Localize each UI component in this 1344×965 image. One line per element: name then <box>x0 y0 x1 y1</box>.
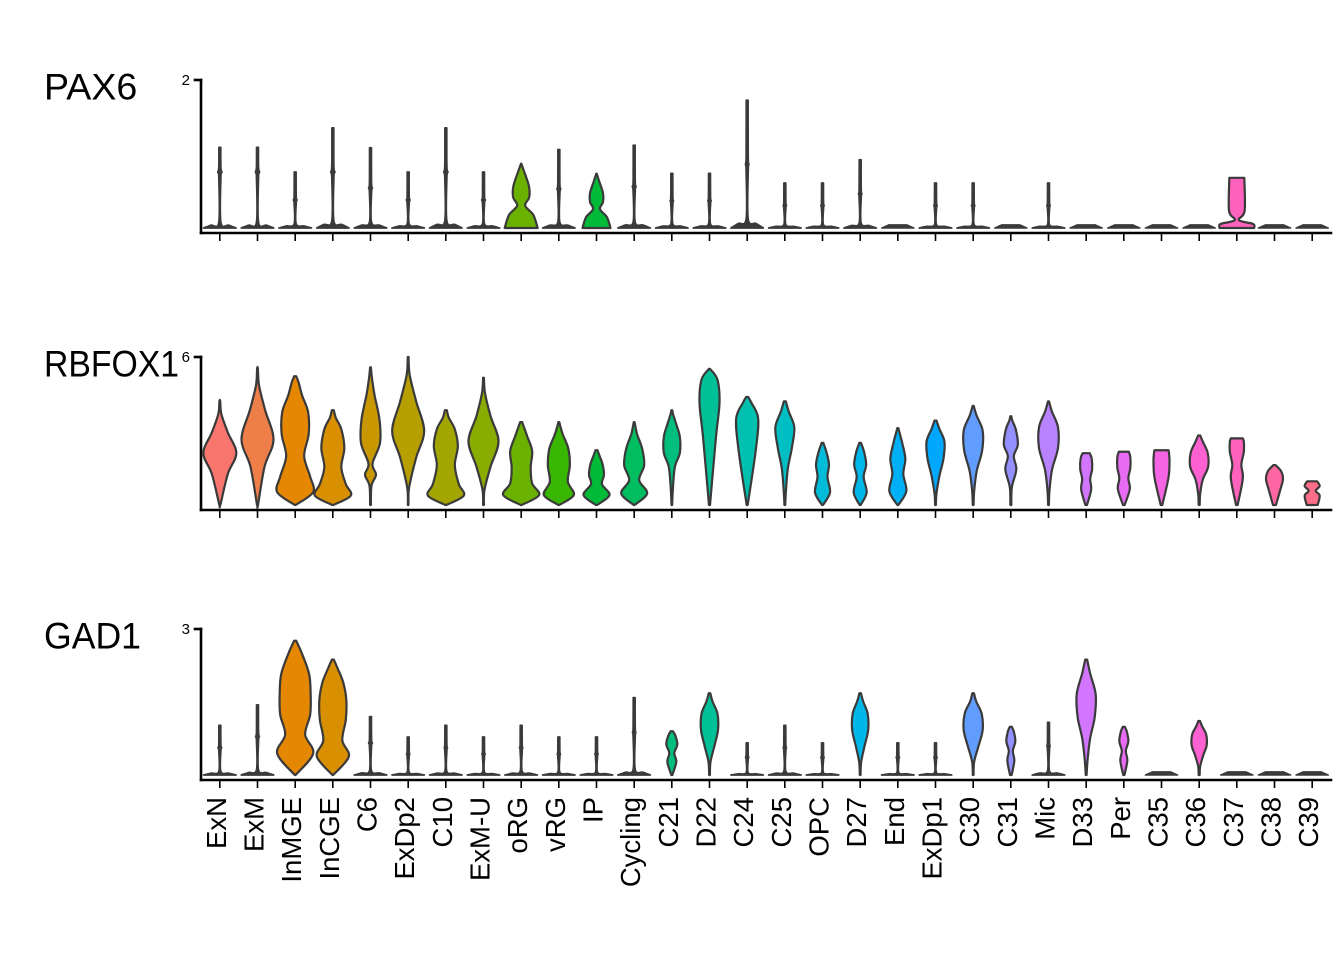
svg-text:C30: C30 <box>954 797 985 847</box>
svg-text:vRG: vRG <box>540 797 571 852</box>
svg-text:C36: C36 <box>1180 797 1211 847</box>
svg-text:C38: C38 <box>1256 797 1287 847</box>
svg-text:End: End <box>879 797 910 846</box>
svg-text:C25: C25 <box>766 797 797 847</box>
svg-text:C6: C6 <box>352 797 383 832</box>
svg-text:ExM: ExM <box>239 797 270 852</box>
svg-text:InCGE: InCGE <box>314 797 345 880</box>
svg-text:InMGE: InMGE <box>276 797 307 883</box>
svg-text:ExDp2: ExDp2 <box>389 797 420 880</box>
svg-text:C10: C10 <box>427 797 458 847</box>
svg-text:ExM-U: ExM-U <box>465 797 496 881</box>
svg-text:ExDp1: ExDp1 <box>917 797 948 880</box>
svg-text:2: 2 <box>182 72 190 89</box>
svg-text:6: 6 <box>182 349 190 366</box>
svg-text:OPC: OPC <box>804 797 835 857</box>
svg-text:C37: C37 <box>1218 797 1249 847</box>
svg-text:RBFOX1: RBFOX1 <box>44 344 179 385</box>
svg-text:GAD1: GAD1 <box>44 616 141 657</box>
svg-text:Cycling: Cycling <box>615 797 646 887</box>
svg-text:C21: C21 <box>653 797 684 847</box>
svg-text:C39: C39 <box>1293 797 1324 847</box>
svg-text:Per: Per <box>1105 797 1136 840</box>
svg-text:C24: C24 <box>728 797 759 847</box>
svg-text:Mic: Mic <box>1030 797 1061 840</box>
svg-text:D27: D27 <box>841 797 872 847</box>
svg-text:D33: D33 <box>1067 797 1098 847</box>
svg-text:3: 3 <box>182 621 190 638</box>
svg-text:C35: C35 <box>1143 797 1174 847</box>
svg-text:PAX6: PAX6 <box>44 67 137 108</box>
svg-text:D22: D22 <box>691 797 722 847</box>
svg-text:IP: IP <box>578 797 609 823</box>
svg-text:C31: C31 <box>992 797 1023 847</box>
svg-text:oRG: oRG <box>502 797 533 854</box>
svg-text:ExN: ExN <box>201 797 232 849</box>
